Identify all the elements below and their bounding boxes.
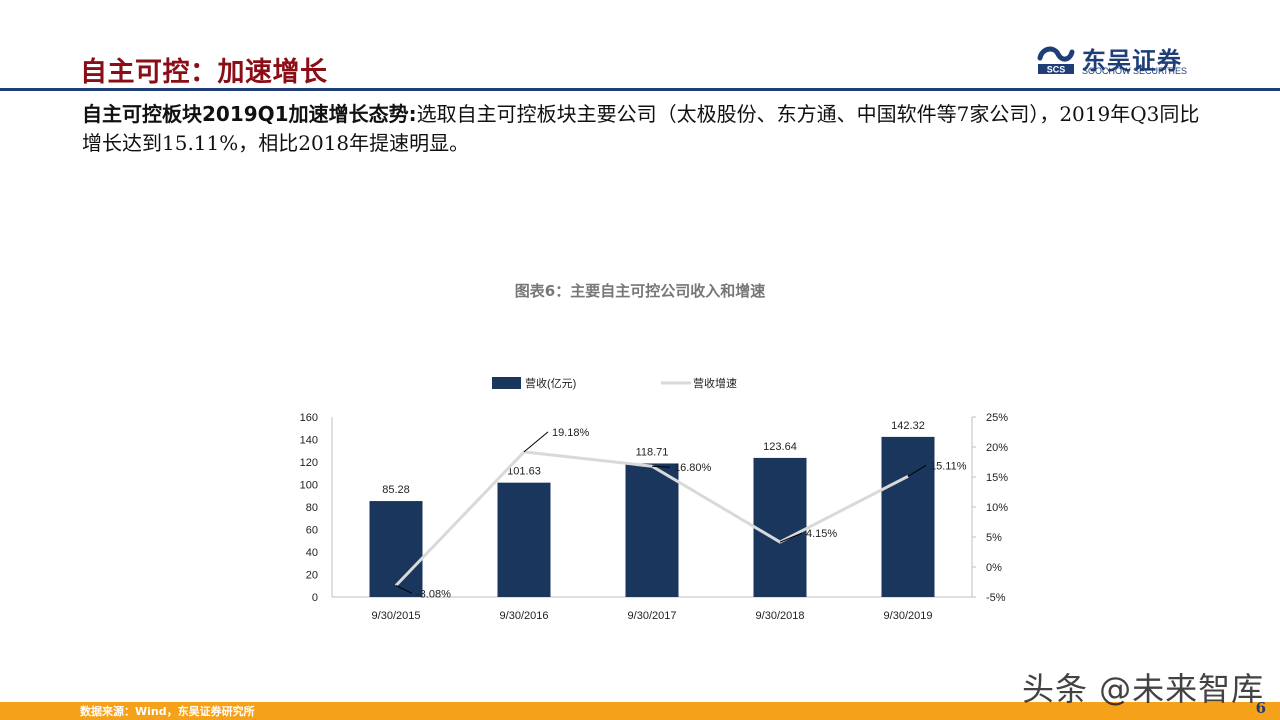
y-right-tick-label: 15% (986, 472, 1008, 484)
revenue-bar (625, 463, 679, 597)
x-tick-label: 9/30/2017 (628, 610, 677, 622)
svg-text:SCS: SCS (1047, 65, 1066, 75)
title-divider (0, 88, 1280, 91)
revenue-data-label: 118.71 (636, 446, 669, 458)
revenue-data-label: 101.63 (507, 466, 541, 478)
x-tick-label: 9/30/2015 (372, 610, 421, 622)
growth-leader-line (907, 464, 927, 477)
growth-leader-line (395, 585, 413, 594)
y-left-tick-label: 100 (300, 480, 318, 492)
y-right-tick-label: 5% (986, 532, 1002, 544)
summary-paragraph: 自主可控板块2019Q1加速增长态势:选取自主可控板块主要公司（太极股份、东方通… (82, 100, 1212, 158)
legend-label-revenue: 营收(亿元) (525, 376, 576, 390)
revenue-bar (753, 457, 807, 597)
y-left-tick-label: 40 (306, 547, 318, 559)
y-right-tick-label: 25% (986, 412, 1008, 424)
y-right-tick-label: -5% (986, 592, 1006, 604)
growth-data-label: 4.15% (806, 528, 837, 540)
summary-lead: 自主可控板块2019Q1加速增长态势: (82, 102, 417, 126)
growth-data-label: 15.11% (930, 460, 967, 472)
page-number: 6 (1255, 699, 1266, 717)
watermark: 头条 @未来智库 (1022, 670, 1265, 708)
legend-swatch-revenue (492, 377, 521, 389)
y-left-tick-label: 60 (306, 525, 318, 537)
y-right-tick-label: 0% (986, 562, 1002, 574)
y-left-tick-label: 0 (312, 592, 318, 604)
soochow-logo-icon: SCS (1037, 46, 1075, 75)
logo-chinese-name: 东吴证券 (1082, 47, 1182, 75)
x-tick-label: 9/30/2016 (500, 610, 549, 622)
revenue-data-label: 123.64 (763, 441, 797, 453)
growth-data-label: -3.08% (416, 588, 451, 600)
growth-data-label: 16.80% (674, 462, 712, 474)
y-right-tick-label: 20% (986, 442, 1008, 454)
revenue-data-label: 142.32 (891, 420, 925, 432)
growth-leader-line (651, 465, 671, 468)
revenue-bar (369, 501, 423, 597)
logo-english-name: SOOCHOW SECURITIES (1082, 66, 1188, 76)
legend-label-growth: 营收增速 (693, 376, 737, 390)
y-left-tick-label: 20 (306, 570, 318, 582)
growth-leader-line (779, 532, 803, 543)
y-left-tick-label: 120 (300, 457, 318, 469)
y-left-tick-label: 160 (300, 412, 318, 424)
page-title: 自主可控：加速增长 (80, 57, 328, 88)
x-tick-label: 9/30/2018 (756, 610, 805, 622)
revenue-bar (881, 436, 935, 597)
brand-logo: SCS 东吴证券 SOOCHOW SECURITIES (1036, 44, 1216, 76)
chart-title: 图表6：主要自主可控公司收入和增速 (514, 282, 766, 300)
y-left-tick-label: 80 (306, 502, 318, 514)
footer-bar (0, 702, 1280, 720)
growth-leader-line (523, 431, 549, 453)
revenue-bar (497, 482, 551, 597)
summary-text: 选取自主可控板块主要公司（太极股份、东方通、中国软件等7家公司），2019年Q3… (82, 102, 1200, 155)
data-source: 数据来源：Wind，东吴证券研究所 (80, 705, 255, 718)
y-right-tick-label: 10% (986, 502, 1008, 514)
y-left-tick-label: 140 (300, 435, 318, 447)
growth-data-label: 19.18% (552, 427, 590, 439)
x-tick-label: 9/30/2019 (884, 610, 933, 622)
revenue-data-label: 85.28 (382, 484, 410, 496)
